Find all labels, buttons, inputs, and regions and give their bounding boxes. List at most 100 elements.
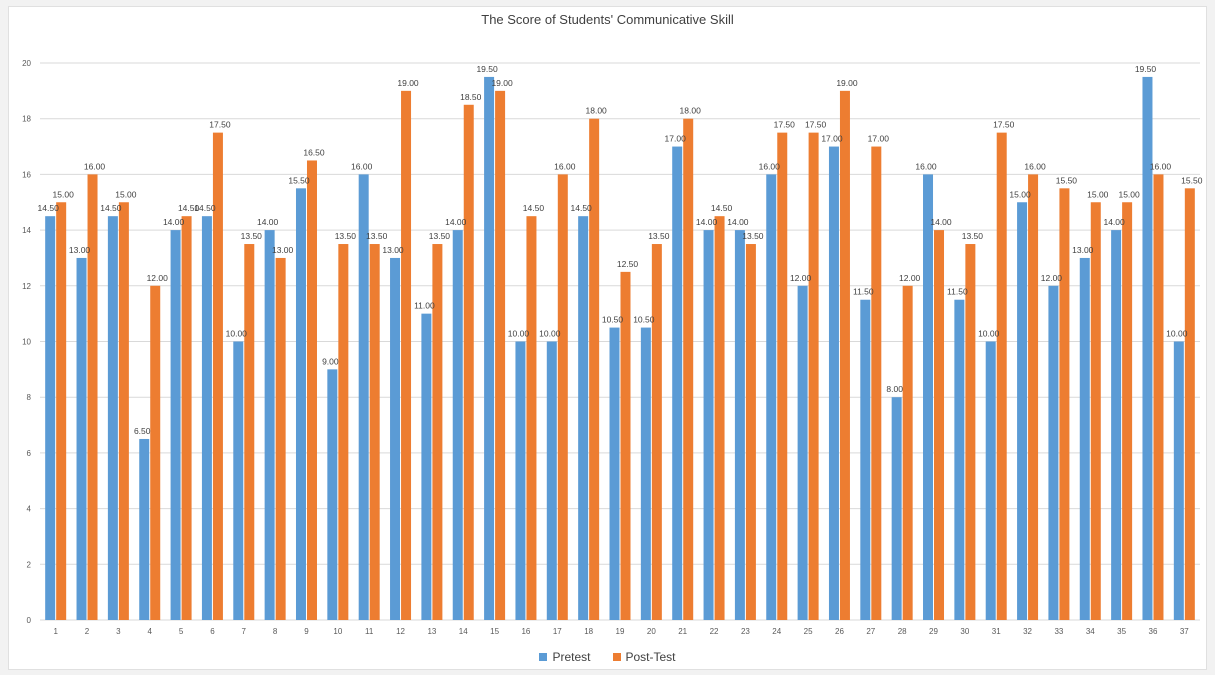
- y-tick-label: 20: [22, 59, 31, 68]
- data-label-pretest: 10.00: [978, 329, 1000, 339]
- legend-item-pretest: Pretest: [539, 650, 591, 664]
- bar-posttest: [275, 257, 286, 620]
- bar-pretest: [860, 299, 871, 620]
- x-tick-label: 33: [1054, 627, 1063, 636]
- bar-posttest: [118, 202, 129, 620]
- data-label-pretest: 13.00: [382, 245, 404, 255]
- data-label-pretest: 14.00: [1103, 217, 1125, 227]
- bar-posttest: [1090, 202, 1101, 620]
- data-label-pretest: 14.00: [696, 217, 718, 227]
- x-tick-label: 17: [553, 627, 562, 636]
- bar-posttest: [244, 244, 255, 620]
- data-labels: 14.50 15.00 13.00 16.00 14.50 15.00 6.50 12.00 1…: [38, 64, 1203, 436]
- bar-pretest: [1048, 285, 1059, 620]
- data-label-posttest: 15.00: [1118, 189, 1140, 199]
- data-label-posttest: 13.50: [648, 231, 670, 241]
- data-label-posttest: 13.50: [962, 231, 984, 241]
- y-tick-label: 8: [27, 393, 32, 402]
- data-label-pretest: 16.00: [915, 161, 937, 171]
- data-label-pretest: 9.00: [322, 356, 339, 366]
- bar-posttest: [651, 244, 662, 620]
- x-tick-label: 16: [521, 627, 530, 636]
- data-label-pretest: 11.00: [414, 301, 435, 311]
- x-axis-ticks: 1 2 3 4 5 6 7 8 9 10 11 12 13 14 15 16 17 18 19 20 21 22 23 24 2…: [53, 627, 1189, 636]
- bar-pretest: [170, 230, 181, 620]
- data-label-pretest: 17.00: [665, 134, 687, 144]
- bar-posttest: [745, 244, 756, 620]
- data-label-posttest: 15.00: [1087, 189, 1109, 199]
- data-label-pretest: 6.50: [134, 426, 151, 436]
- data-label-pretest: 14.00: [445, 217, 467, 227]
- legend-swatch-pretest: [539, 653, 548, 661]
- x-tick-label: 37: [1180, 627, 1189, 636]
- x-tick-label: 4: [148, 627, 153, 636]
- data-label-posttest: 18.00: [680, 106, 702, 116]
- legend-swatch-posttest: [612, 653, 621, 661]
- data-label-posttest: 16.00: [84, 161, 106, 171]
- data-label-posttest: 19.00: [397, 78, 419, 88]
- bar-posttest: [1059, 188, 1070, 620]
- data-label-posttest: 16.50: [303, 147, 325, 157]
- data-label-posttest: 17.50: [774, 120, 796, 130]
- data-label-pretest: 10.00: [539, 329, 561, 339]
- x-tick-label: 12: [396, 627, 405, 636]
- data-label-posttest: 19.00: [836, 78, 858, 88]
- data-label-pretest: 14.50: [100, 203, 122, 213]
- bar-posttest: [1153, 174, 1164, 620]
- bar-posttest: [683, 118, 694, 620]
- bar-posttest: [526, 216, 537, 621]
- bar-pretest: [45, 216, 56, 621]
- data-label-pretest: 15.50: [288, 175, 310, 185]
- x-tick-label: 26: [835, 627, 844, 636]
- bar-posttest: [808, 132, 819, 620]
- x-tick-label: 22: [710, 627, 719, 636]
- x-tick-label: 6: [210, 627, 215, 636]
- bar-pretest: [295, 188, 306, 620]
- x-tick-label: 3: [116, 627, 121, 636]
- data-label-posttest: 16.00: [1150, 161, 1172, 171]
- x-tick-label: 10: [333, 627, 342, 636]
- bar-pretest: [264, 230, 275, 620]
- bar-pretest: [1173, 341, 1184, 620]
- bar-pretest: [515, 341, 526, 620]
- bar-pretest: [609, 327, 620, 620]
- bar-posttest: [338, 244, 349, 620]
- bar-pretest: [828, 146, 839, 621]
- data-label-pretest: 10.00: [508, 329, 530, 339]
- y-axis-ticks: 0 2 4 6 8 10 12 14 16 18 20: [22, 59, 31, 625]
- x-tick-label: 27: [866, 627, 875, 636]
- data-label-posttest: 16.00: [554, 161, 576, 171]
- bar-pretest: [452, 230, 463, 620]
- bar-posttest: [369, 244, 380, 620]
- bar-posttest: [714, 216, 725, 621]
- y-tick-label: 14: [22, 226, 31, 235]
- bar-pretest: [797, 285, 808, 620]
- bar-posttest: [871, 146, 882, 621]
- bar-pretest: [327, 369, 338, 620]
- bar-posttest: [56, 202, 67, 620]
- bar-pretest: [891, 397, 902, 620]
- data-label-posttest: 13.50: [241, 231, 263, 241]
- x-tick-label: 21: [678, 627, 687, 636]
- chart-title: The Score of Students' Communicative Ski…: [481, 12, 734, 27]
- data-label-posttest: 16.00: [1024, 161, 1046, 171]
- bar-posttest: [401, 90, 412, 621]
- x-tick-label: 19: [616, 627, 625, 636]
- data-label-pretest: 19.50: [1135, 64, 1157, 74]
- bar-pretest: [1017, 202, 1028, 620]
- data-label-posttest: 18.00: [586, 106, 608, 116]
- x-tick-label: 24: [772, 627, 781, 636]
- data-label-pretest: 8.00: [886, 384, 903, 394]
- data-label-pretest: 17.00: [821, 134, 843, 144]
- data-label-posttest: 13.00: [272, 245, 294, 255]
- bar-posttest: [839, 90, 850, 621]
- data-label-pretest: 14.00: [257, 217, 279, 227]
- y-tick-label: 2: [27, 560, 32, 569]
- legend: Pretest Post-Test: [0, 650, 1215, 664]
- x-tick-label: 9: [304, 627, 309, 636]
- data-label-posttest: 13.50: [742, 231, 764, 241]
- data-label-posttest: 17.50: [209, 120, 231, 130]
- bar-pretest: [766, 174, 777, 620]
- data-label-pretest: 10.50: [633, 315, 655, 325]
- data-label-posttest: 13.50: [429, 231, 451, 241]
